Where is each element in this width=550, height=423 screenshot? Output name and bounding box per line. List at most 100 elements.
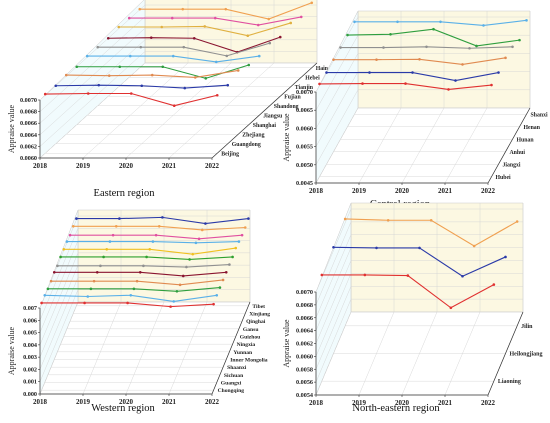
y-tick-label: 0.0045: [296, 180, 313, 187]
depth-label: Ningxia: [237, 342, 256, 348]
data-point: [346, 33, 349, 37]
data-point: [151, 240, 155, 243]
depth-axis: [487, 107, 531, 184]
data-point: [139, 45, 143, 49]
data-point: [154, 233, 158, 237]
depth-label: Inner Mongolia: [230, 358, 268, 364]
data-point: [218, 286, 222, 289]
x-tick-label: 2018: [309, 399, 324, 407]
x-tick-label: 2018: [309, 187, 324, 195]
panel-title: Eastern region: [94, 188, 156, 199]
data-point: [368, 71, 371, 74]
x-tick-label: 2020: [395, 187, 410, 195]
depth-label: Hainan: [316, 66, 335, 72]
y-axis-title: Appraise value: [7, 104, 16, 153]
data-point: [175, 289, 179, 293]
y-tick-label: 0.0050: [296, 162, 313, 169]
data-point: [181, 274, 185, 278]
data-point: [310, 1, 314, 5]
depth-label: Beijing: [221, 151, 239, 157]
data-point: [99, 264, 102, 268]
floor-grid-line: [82, 301, 122, 395]
depth-label: Fujian: [284, 94, 301, 100]
data-point: [504, 56, 507, 60]
data-point: [214, 60, 218, 64]
y-tick-label: 0.002: [23, 366, 37, 373]
y-tick-label: 0.0070: [296, 89, 313, 96]
data-point: [418, 246, 421, 250]
data-point: [108, 240, 112, 243]
floor-grid-line: [168, 301, 208, 395]
depth-label: Jilin: [521, 324, 533, 330]
data-point: [361, 82, 364, 85]
data-point: [299, 15, 303, 19]
data-point: [183, 86, 187, 90]
data-point: [75, 65, 79, 69]
data-point: [111, 233, 115, 237]
data-point: [106, 36, 110, 40]
data-point: [418, 57, 421, 61]
y-axis-title: Appraise value: [282, 113, 291, 162]
depth-label: Guizhou: [240, 335, 261, 341]
data-point: [43, 293, 47, 297]
x-tick-label: 2022: [481, 187, 496, 195]
y-tick-label: 0.0060: [296, 125, 313, 132]
data-point: [475, 44, 478, 48]
depth-label: Heilongjiang: [510, 352, 543, 358]
data-point: [200, 228, 204, 232]
data-point: [126, 301, 129, 305]
y-tick-label: 0.0054: [296, 392, 313, 399]
data-point: [432, 27, 435, 31]
data-point: [85, 54, 89, 58]
data-point: [447, 88, 450, 91]
data-point: [194, 241, 198, 245]
data-point: [193, 76, 197, 79]
x-tick-label: 2020: [395, 399, 410, 407]
depth-label: Hebei: [305, 75, 320, 81]
y-tick-label: 0.005: [23, 330, 37, 337]
data-point: [213, 16, 217, 20]
y-tick-label: 0.0068: [296, 302, 313, 309]
data-point: [411, 71, 414, 74]
data-point: [231, 255, 234, 259]
data-point: [105, 247, 109, 251]
floor-grid-line: [444, 107, 488, 184]
data-point: [138, 270, 142, 274]
panel-title: Western region: [91, 403, 155, 414]
x-tick-label: 2019: [76, 398, 91, 406]
data-point: [188, 258, 191, 261]
data-point: [204, 222, 207, 225]
data-point: [182, 45, 186, 49]
data-point: [75, 217, 78, 220]
y-axis-title: Appraise value: [7, 326, 16, 375]
depth-label: Yunnan: [233, 350, 253, 356]
data-point: [86, 92, 90, 95]
data-point: [278, 35, 282, 39]
x-tick-label: 2019: [352, 187, 367, 195]
data-point: [64, 73, 68, 77]
depth-label: Hunan: [517, 137, 535, 143]
x-tick-label: 2019: [352, 399, 367, 407]
x-tick-label: 2022: [205, 162, 220, 170]
data-point: [439, 20, 442, 24]
data-point: [86, 295, 90, 298]
data-point: [71, 224, 75, 228]
data-point: [185, 265, 188, 269]
data-point: [449, 306, 453, 310]
depth-label: Guangxi: [221, 381, 242, 387]
data-point: [518, 38, 521, 42]
data-point: [429, 218, 433, 222]
data-point: [128, 54, 132, 58]
data-point: [172, 104, 176, 107]
data-point: [43, 92, 47, 96]
data-point: [140, 84, 144, 88]
data-point: [83, 301, 86, 305]
y-tick-label: 0.0062: [296, 341, 313, 348]
depth-label: Qinghai: [246, 319, 266, 325]
data-point: [148, 247, 152, 251]
data-point: [343, 217, 347, 221]
y-tick-label: 0.0068: [20, 109, 37, 116]
data-point: [243, 226, 247, 229]
data-point: [215, 293, 219, 297]
depth-label: Henan: [524, 125, 541, 131]
